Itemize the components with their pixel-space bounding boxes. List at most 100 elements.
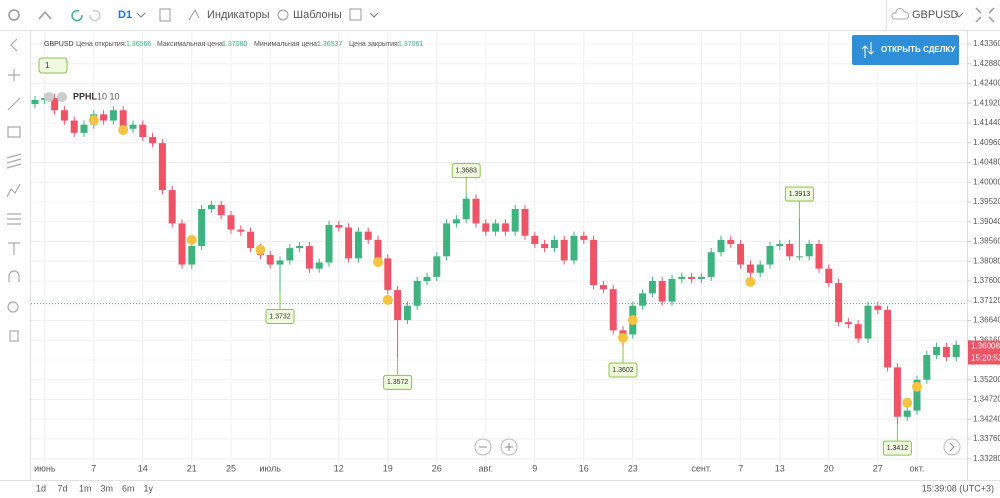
indicator-name: PPHL [73,91,98,101]
dropdown-icon[interactable] [136,12,146,18]
fib-tool[interactable] [7,213,21,225]
candle-body [599,285,607,290]
x-tick-label: 21 [187,463,197,473]
fullscreen-icon[interactable] [975,7,995,23]
candle-body [501,223,509,232]
range-button[interactable]: 7d [58,483,68,493]
candle-body [227,215,235,230]
trade-button-label[interactable]: ОТКРЫТЬ СДЕЛКУ [881,45,956,54]
y-tick-label: 1.36160 [973,335,1000,344]
y-tick-label: 1.41920 [973,98,1000,107]
indicator-dot [902,397,913,408]
indicator-dot [382,294,393,305]
plot-area: 1.332801.337601.342401.347201.352001.356… [31,32,1000,473]
undo-icon[interactable] [71,9,83,22]
zoom-in-icon [505,443,513,451]
y-tick-label: 1.37120 [973,296,1000,305]
y-tick-label: 1.38560 [973,237,1000,246]
settings-icon[interactable] [8,9,20,21]
calendar-icon[interactable] [349,8,362,21]
magnet-tool[interactable] [8,270,20,282]
candle-body [423,276,431,282]
x-tick-label: 9 [532,463,537,473]
pane-badge[interactable] [38,57,68,74]
range-button[interactable]: 3m [101,483,114,493]
indicator-dot [186,234,197,245]
templates-button[interactable]: Шаблоны [293,9,342,21]
indicator-settings[interactable] [57,92,67,102]
trade-button[interactable] [852,35,959,65]
info-label: Цена открытия: [76,41,127,48]
range-button[interactable]: 1y [144,483,154,493]
scroll-right[interactable] [943,438,961,456]
indicator-dot [88,115,99,126]
candle-body [560,239,568,261]
range-button[interactable]: 1m [79,483,92,493]
candle-body [678,276,686,279]
channel-tool[interactable] [6,153,22,169]
candle-body [364,231,372,240]
indicator-hide[interactable] [44,92,54,102]
y-tick-label: 1.40480 [973,158,1000,167]
candle-body [776,243,784,247]
indicator-dot [745,276,756,287]
symbol-selector[interactable]: GBPUSD [912,9,959,21]
range-button[interactable]: 6m [122,483,135,493]
pivot-label-box [882,440,912,456]
pattern-tool[interactable] [6,183,21,198]
candle-body [619,330,627,335]
line-tool[interactable] [7,97,21,111]
y-tick-label: 1.42880 [973,59,1000,68]
delete-tool[interactable] [9,330,19,342]
crosshair-tool[interactable] [8,69,20,81]
candle-body [394,290,402,321]
range-button[interactable]: 1d [36,483,46,493]
chart-type-icon[interactable] [159,8,171,22]
templates-icon[interactable] [277,9,289,21]
candle-body [247,231,255,249]
dropdown-icon[interactable] [954,12,964,18]
candle-body [207,204,215,210]
pivot-label-box [784,186,814,202]
indicator-dot [618,332,628,343]
candle-body [756,264,764,273]
candle-body [31,99,39,105]
candle-body [844,322,852,325]
cloud-icon[interactable] [891,8,910,20]
candle-body [639,293,647,306]
candle-body [864,305,872,339]
candle-body [609,289,617,331]
candle-body [933,346,941,356]
y-tick-label: 1.38080 [973,256,1000,265]
candle-body [335,225,343,228]
x-tick-label: 13 [775,463,785,473]
candle-body [521,209,529,236]
price-tag [968,340,1000,353]
text-tool[interactable] [8,242,20,255]
pivot-label: 1.3572 [387,379,409,386]
candle-body [119,110,127,129]
candle-body [884,309,892,368]
candle-body [737,243,745,265]
rect-tool[interactable] [7,126,21,138]
dropdown-icon[interactable] [369,12,379,18]
indicator-dot [118,125,129,136]
x-tick-label: авг. [479,463,493,473]
candle-body [129,124,137,129]
indicators-button[interactable]: Индикаторы [207,9,270,21]
candle-body [452,219,460,224]
zoom-tool[interactable] [7,301,19,313]
indicators-icon[interactable] [188,8,200,21]
collapse-icon[interactable] [38,10,52,20]
x-tick-label: 20 [824,463,834,473]
x-tick-label: 14 [138,463,148,473]
x-tick-label: 7 [738,463,743,473]
candle-body [384,258,392,291]
scroll-right-icon [949,442,955,452]
candle-body [835,283,843,323]
x-tick-label: 7 [91,463,96,473]
redo-icon[interactable] [89,9,101,22]
back-tool[interactable] [10,38,18,52]
pivot-label: 1.3683 [455,167,477,174]
timeframe[interactable]: D1 [118,9,132,21]
